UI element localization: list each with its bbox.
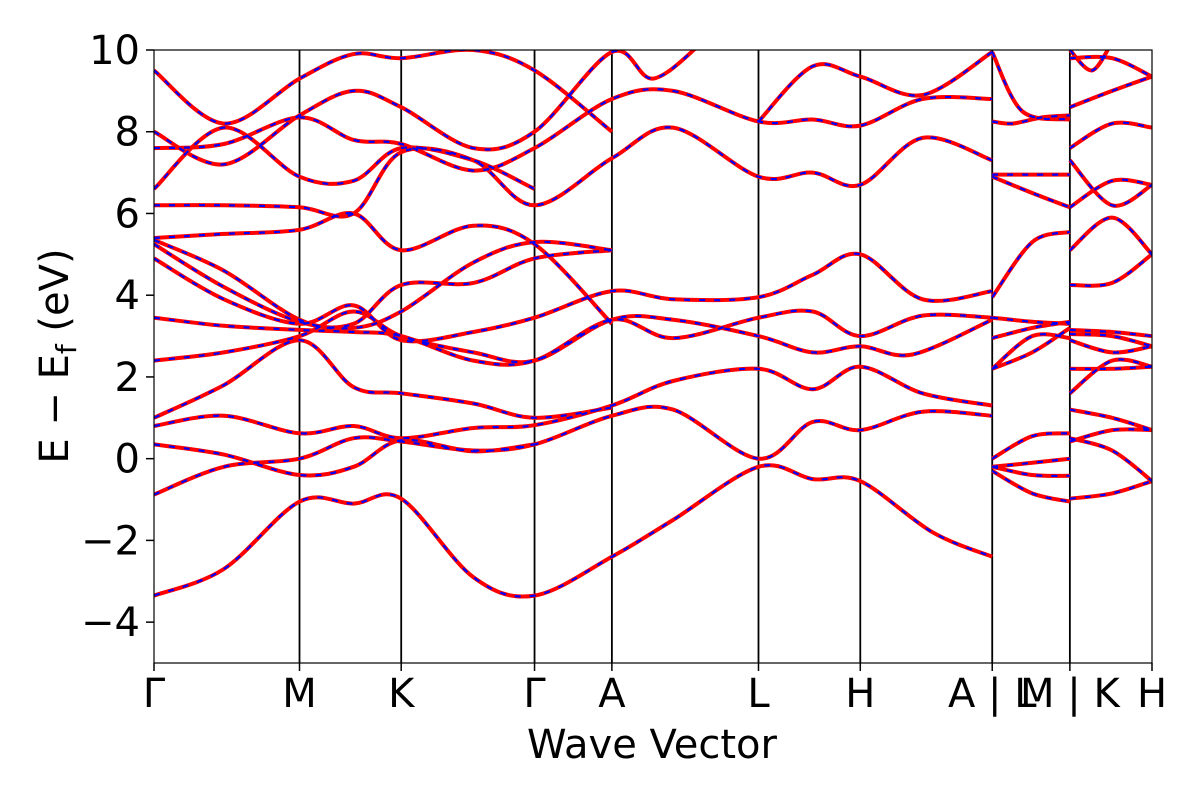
band-line-spin-up <box>154 88 993 172</box>
band-line-spin-down <box>1069 327 1152 339</box>
band-line-spin-down <box>990 51 1071 122</box>
band-line-spin-up <box>991 326 1071 370</box>
band-line-spin-up <box>154 464 993 598</box>
x-tick-label: A <box>598 671 626 717</box>
band-line-spin-up <box>154 339 613 419</box>
band-line-spin-down <box>992 456 1071 469</box>
band-line-spin-up <box>1069 216 1152 256</box>
x-tick-label: Γ <box>523 671 546 717</box>
band-line-spin-down <box>1068 120 1152 150</box>
y-axis-label-main: E − E <box>32 354 78 464</box>
band-line-spin-up <box>154 50 613 133</box>
band-line-spin-down <box>1069 252 1152 288</box>
band-line-spin-up <box>154 126 535 190</box>
band-line-spin-up <box>154 438 535 477</box>
band-lines <box>154 50 1152 599</box>
band-line-spin-down <box>1069 479 1152 501</box>
band-line-spin-down <box>757 50 994 123</box>
y-tick-label: 6 <box>115 191 140 237</box>
band-line-spin-up <box>1069 253 1152 287</box>
band-line-spin-down <box>1069 436 1152 483</box>
y-axis-label-unit: (eV) <box>32 248 78 344</box>
x-tick-label: H <box>845 671 875 717</box>
band-line-spin-down <box>991 464 1070 478</box>
band-line-spin-up <box>1069 408 1152 432</box>
band-line-spin-up <box>1069 178 1152 209</box>
x-tick-label: M <box>282 671 317 717</box>
band-line-spin-up <box>154 50 696 166</box>
band-line-spin-down <box>154 125 993 219</box>
band-line-spin-up <box>991 51 1071 121</box>
band-line-spin-down <box>1068 215 1152 256</box>
x-tick-label: Γ <box>143 671 166 717</box>
x-tick-label: M | K <box>1020 671 1121 717</box>
band-line-spin-down <box>990 332 1071 371</box>
band-line-spin-up <box>1069 339 1152 354</box>
y-axis: −4 −2 0 2 4 6 8 10 <box>81 28 154 646</box>
band-line-spin-down <box>154 404 993 497</box>
band-line-spin-up <box>1069 159 1152 207</box>
band-line-spin-up <box>154 211 613 325</box>
band-line-spin-up <box>1069 50 1109 72</box>
y-tick-label: 8 <box>115 110 140 156</box>
y-tick-label: 10 <box>89 28 140 74</box>
band-line-spin-up <box>991 432 1070 460</box>
x-tick-label: L <box>747 671 770 717</box>
y-axis-label: E − Ef (eV) <box>32 248 83 463</box>
band-line-spin-up <box>991 469 1071 503</box>
band-line-spin-up <box>154 365 993 440</box>
y-tick-label: −2 <box>81 518 140 564</box>
band-line-spin-down <box>1068 357 1152 395</box>
band-line-spin-up <box>154 310 993 364</box>
x-tick-label: H <box>1137 671 1167 717</box>
band-line-spin-up <box>154 405 993 496</box>
band-line-spin-down <box>1069 332 1152 349</box>
band-line-spin-down <box>1069 407 1152 433</box>
band-line-spin-up <box>1069 55 1152 78</box>
band-line-spin-up <box>154 126 993 218</box>
band-line-spin-down <box>1069 74 1152 110</box>
band-line-spin-up <box>992 114 1070 125</box>
band-line-spin-down <box>1069 364 1152 371</box>
band-line-spin-up <box>991 230 1071 298</box>
band-line-spin-up <box>1069 75 1152 109</box>
x-axis: Γ M K Γ A L H A | LM | K H <box>143 663 1167 717</box>
y-tick-label: 4 <box>115 273 140 319</box>
band-line-spin-up <box>1069 121 1152 150</box>
band-line-spin-down <box>991 431 1071 461</box>
band-line-spin-up <box>757 51 993 123</box>
band-line-spin-up <box>154 309 993 366</box>
y-tick-label: −4 <box>81 600 140 646</box>
band-line-spin-down <box>991 174 1071 210</box>
band-line-spin-down <box>990 229 1071 299</box>
band-line-spin-down <box>154 50 697 167</box>
band-line-spin-down <box>154 242 613 330</box>
y-axis-label-subscript: f <box>50 343 83 354</box>
band-line-spin-down <box>154 50 614 134</box>
band-line-spin-up <box>1069 437 1152 482</box>
band-line-spin-down <box>991 319 1071 341</box>
x-tick-label: K <box>388 671 416 717</box>
x-axis-label: Wave Vector <box>527 722 778 768</box>
band-line-spin-down <box>154 238 613 331</box>
y-tick-label: 0 <box>115 437 140 483</box>
x-tick-label: A | L <box>948 671 1037 717</box>
plot-frame <box>153 49 1153 664</box>
y-tick-label: 2 <box>115 355 140 401</box>
